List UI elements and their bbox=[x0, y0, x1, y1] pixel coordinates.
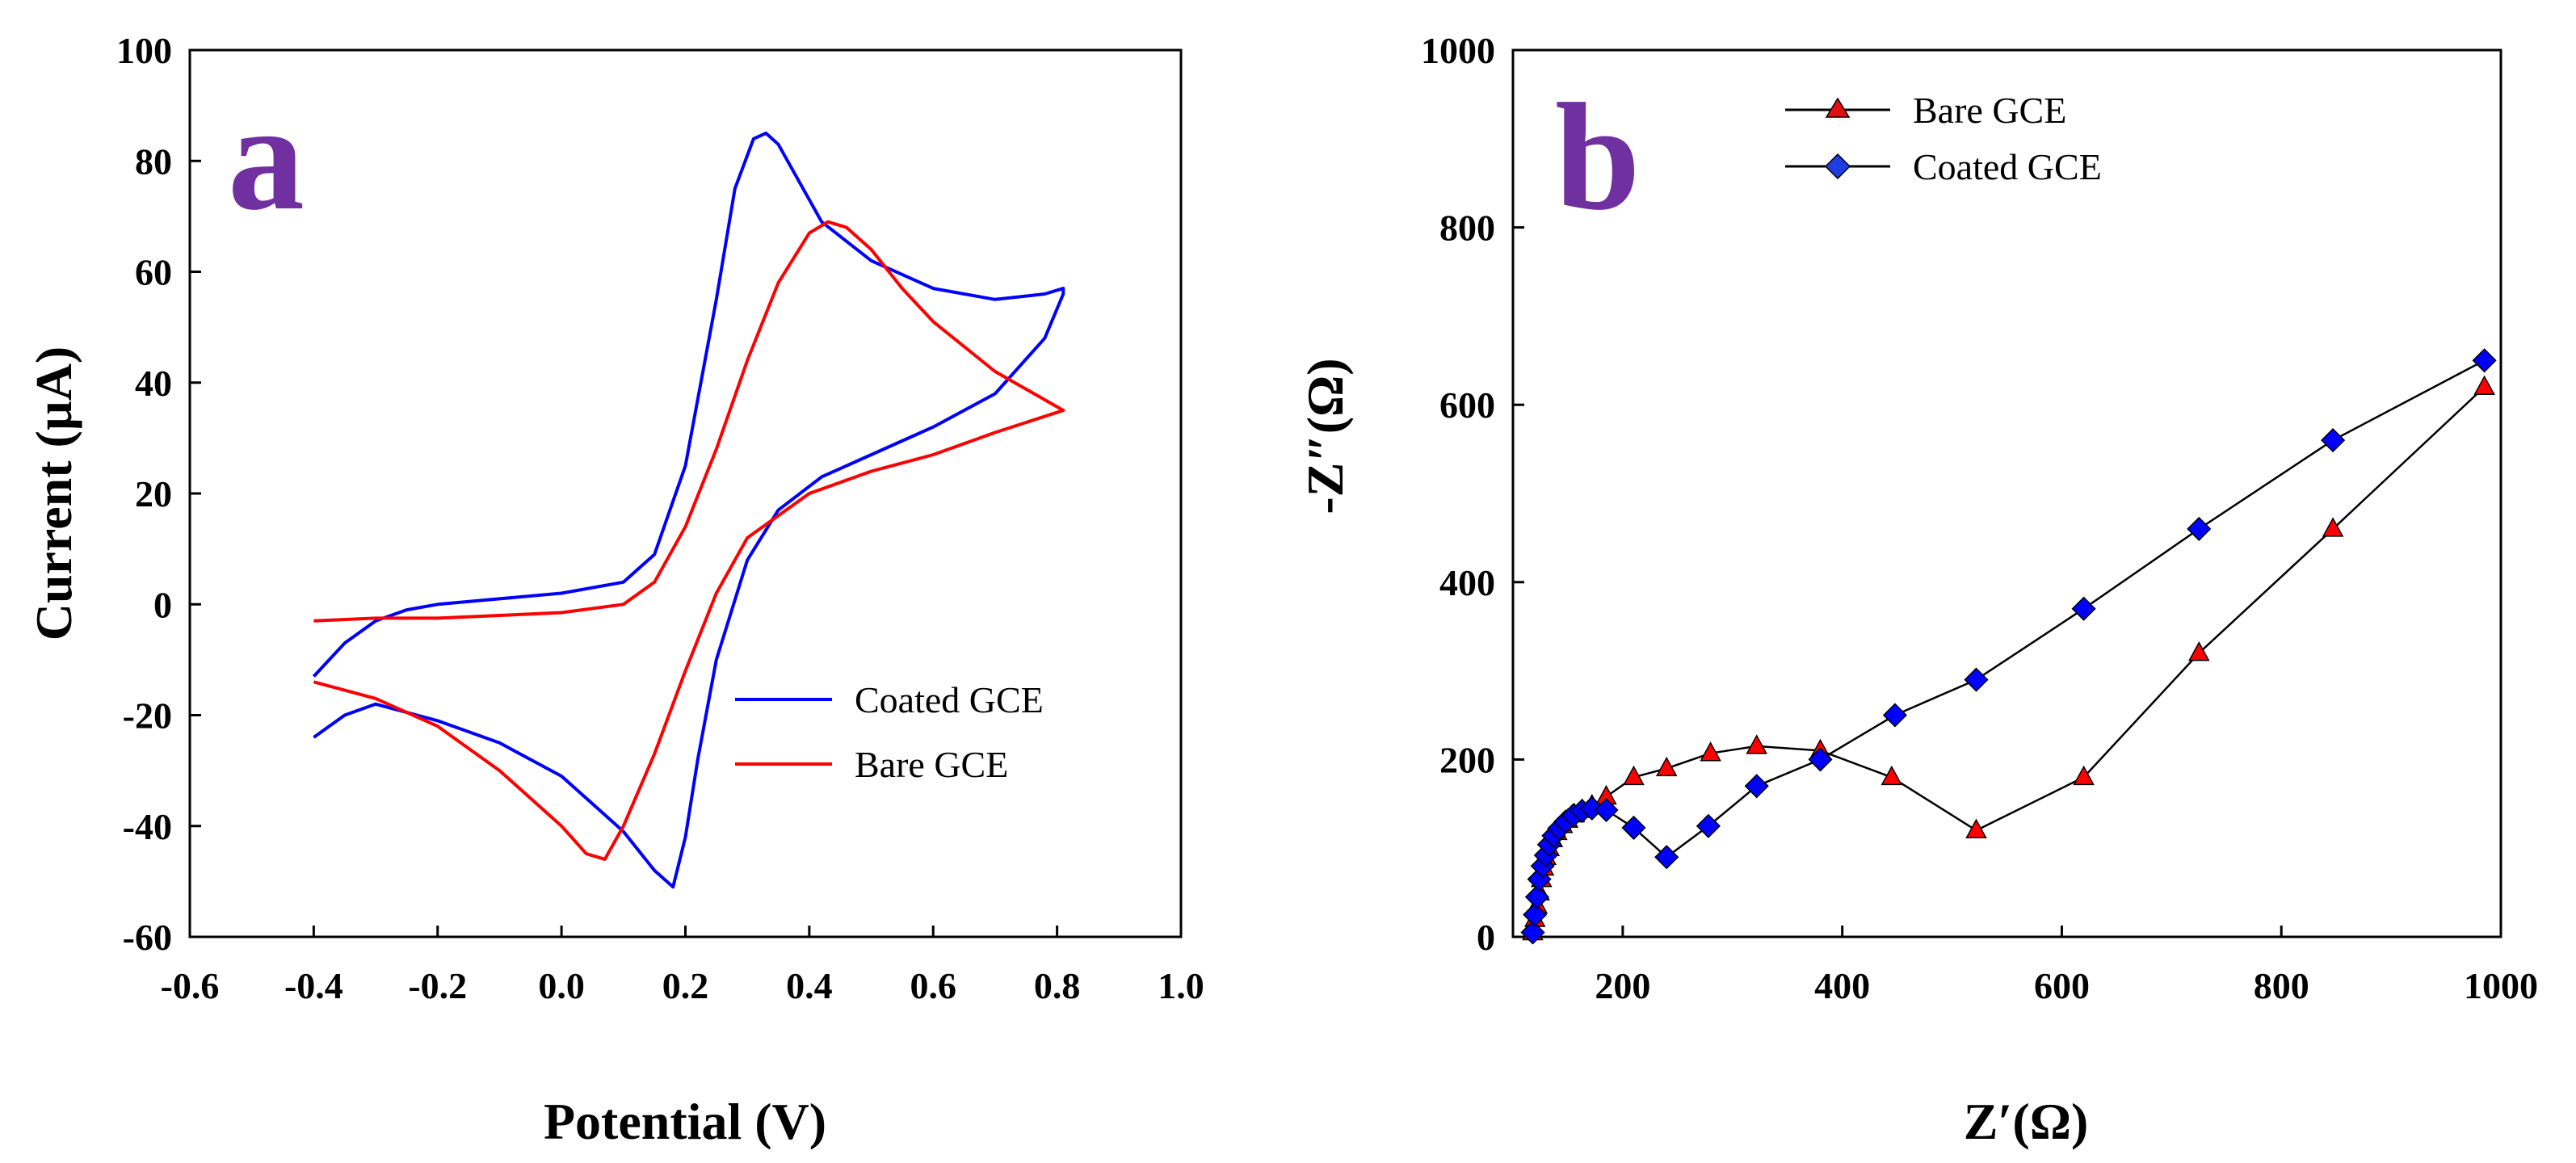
panel-a-curves bbox=[312, 131, 1065, 889]
panel-a-y-axis: -60 -40 -20 0 20 40 60 80 100 bbox=[116, 30, 201, 958]
panel-a-x-tick-label: -0.2 bbox=[408, 965, 467, 1006]
panel-b-marker-coated-gce bbox=[1579, 796, 1604, 821]
panel-b-plot-frame bbox=[1511, 48, 2502, 938]
panel-b-x-tick-label: 200 bbox=[1595, 965, 1650, 1006]
panel-a-y-tick-label: 40 bbox=[135, 363, 172, 404]
panel-b-marker-coated-gce bbox=[1621, 815, 1646, 840]
panel-a-x-tick-label: -0.4 bbox=[284, 965, 343, 1006]
panel-b-marker-bare-gce bbox=[2188, 641, 2210, 661]
panel-b-marker-coated-gce bbox=[1524, 884, 1549, 909]
panel-b-legend-label-bare: Bare GCE bbox=[1913, 90, 2066, 131]
panel-a-y-tick-label: 60 bbox=[135, 252, 172, 293]
panel-b-legend: Bare GCE Coated GCE bbox=[1785, 90, 2102, 187]
panel-b-x-tick-label: 1000 bbox=[2464, 965, 2538, 1006]
panel-a-legend-label-bare: Bare GCE bbox=[855, 744, 1008, 785]
panel-b-marker-bare-gce bbox=[1746, 734, 1767, 754]
panel-b-marker-bare-gce bbox=[1700, 741, 1721, 762]
panel-b-y-axis: 0 200 400 600 800 1000 bbox=[1421, 30, 1524, 958]
panel-a-series-line-bare-gce bbox=[313, 220, 1065, 861]
panel-b-marker-coated-gce bbox=[2071, 596, 2096, 621]
panel-a-plot-frame bbox=[188, 48, 1183, 938]
panel-a-y-axis-label: Current (µA) bbox=[25, 346, 82, 641]
panel-b-y-tick-label: 0 bbox=[1477, 917, 1495, 958]
panel-b-marker-coated-gce bbox=[1523, 902, 1548, 927]
panel-a-x-tick-label: 0.0 bbox=[538, 965, 585, 1006]
panel-a-x-axis: -0.6 -0.4 -0.2 0.0 0.2 0.4 0.6 0.8 1.0 bbox=[161, 926, 1204, 1006]
panel-b-series-line-coated-gce bbox=[1532, 359, 2486, 933]
panel-b-x-axis-label: Z′(Ω) bbox=[1964, 1093, 2089, 1150]
panel-b-y-tick-label: 800 bbox=[1439, 208, 1495, 249]
panel-a-label: a bbox=[228, 73, 305, 242]
panel-b-marker-coated-gce bbox=[1594, 797, 1619, 823]
panel-a-x-tick-label: 0.6 bbox=[910, 965, 957, 1006]
panel-a-y-tick-label: 80 bbox=[135, 141, 172, 182]
panel-a-x-tick-label: 0.4 bbox=[786, 965, 833, 1006]
panel-b-legend-marker-bare bbox=[1825, 97, 1851, 118]
panel-b-marker-coated-gce bbox=[1964, 667, 1989, 692]
panel-b-marker-bare-gce bbox=[1655, 756, 1678, 777]
panel-b-marker-bare-gce bbox=[1623, 765, 1645, 786]
panel-a-y-tick-label: -60 bbox=[123, 917, 172, 958]
panel-a-x-tick-label: 0.2 bbox=[662, 965, 709, 1006]
panel-b-y-axis-label: -Z″(Ω) bbox=[1296, 358, 1354, 514]
panel-b-marker-coated-gce bbox=[2472, 348, 2497, 373]
panel-b-x-tick-label: 600 bbox=[2034, 965, 2090, 1006]
panel-b-legend-label-coated: Coated GCE bbox=[1913, 146, 2102, 187]
panel-b-y-tick-label: 600 bbox=[1439, 384, 1495, 426]
panel-a-legend: Coated GCE Bare GCE bbox=[735, 679, 1044, 785]
panel-b-legend-marker-coated bbox=[1824, 153, 1851, 180]
panel-a-cyclic-voltammogram: -60 -40 -20 0 20 40 60 80 100 -0.6 -0.4 -0.2 0.0 0.2… bbox=[25, 30, 1204, 1150]
panel-a-y-tick-label: -20 bbox=[123, 695, 172, 737]
panel-a-y-tick-label: 0 bbox=[153, 584, 172, 625]
panel-b-y-tick-label: 200 bbox=[1439, 739, 1495, 780]
panel-b-marker-coated-gce bbox=[1696, 813, 1721, 838]
panel-b-nyquist-plot: 0 200 400 600 800 1000 200 400 600 800 1000 b Bar… bbox=[1296, 30, 2538, 1150]
panel-b-x-axis: 200 400 600 800 1000 bbox=[1595, 926, 2538, 1006]
panel-a-legend-label-coated: Coated GCE bbox=[855, 679, 1044, 720]
panel-a-y-tick-label: -40 bbox=[123, 806, 172, 847]
panel-b-marker-coated-gce bbox=[1882, 703, 1907, 728]
panel-b-marker-bare-gce bbox=[2073, 765, 2095, 786]
panel-b-marker-bare-gce bbox=[1965, 818, 1987, 838]
panel-b-marker-coated-gce bbox=[2187, 516, 2212, 541]
panel-b-marker-coated-gce bbox=[1520, 920, 1545, 945]
panel-b-marker-bare-gce bbox=[1881, 765, 1903, 786]
panel-b-label: b bbox=[1555, 73, 1641, 242]
panel-b-y-tick-label: 400 bbox=[1439, 562, 1495, 603]
panel-a-x-tick-label: -0.6 bbox=[161, 965, 220, 1006]
panel-b-marker-bare-gce bbox=[2322, 517, 2344, 537]
panel-b-marker-coated-gce bbox=[1744, 774, 1769, 799]
panel-a-x-tick-label: 1.0 bbox=[1158, 965, 1204, 1006]
panel-b-marker-bare-gce bbox=[2473, 375, 2495, 395]
panel-b-x-tick-label: 400 bbox=[1814, 965, 1870, 1006]
panel-a-x-axis-label: Potential (V) bbox=[544, 1093, 826, 1150]
panel-a-x-tick-label: 0.8 bbox=[1034, 965, 1081, 1006]
panel-b-marker-coated-gce bbox=[1654, 845, 1679, 870]
panel-b-marker-coated-gce bbox=[1808, 747, 1833, 772]
panel-b-curves bbox=[1520, 348, 2497, 945]
panel-a-series-line-coated-gce bbox=[312, 131, 1065, 889]
panel-b-marker-coated-gce bbox=[2321, 428, 2346, 453]
panel-a-y-tick-label: 100 bbox=[116, 30, 172, 71]
panel-a-y-tick-label: 20 bbox=[135, 473, 172, 514]
panel-b-x-tick-label: 800 bbox=[2254, 965, 2309, 1006]
panel-b-y-tick-label: 1000 bbox=[1421, 30, 1495, 71]
